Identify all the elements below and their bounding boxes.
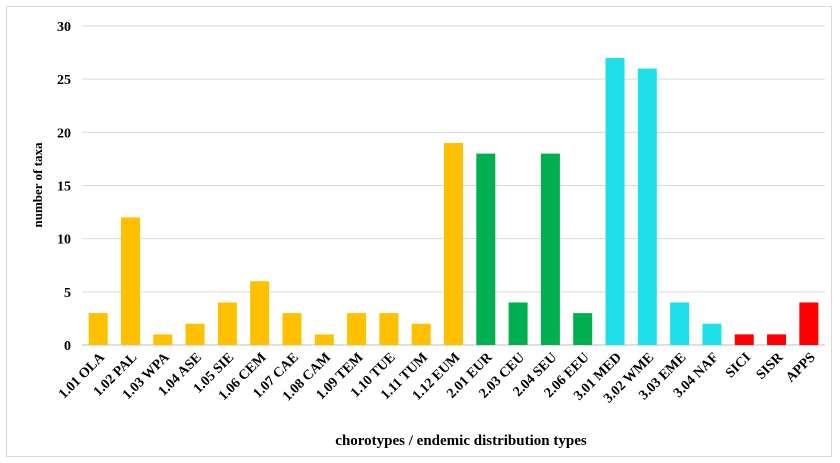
bars: [88, 57, 819, 346]
x-tick-label: SICI: [723, 350, 754, 381]
chart-frame: [6, 6, 832, 457]
gridlines: [82, 25, 825, 346]
bar: [734, 334, 754, 345]
x-tick-label: APPS: [783, 350, 819, 386]
bar: [605, 57, 625, 346]
bar: [637, 68, 657, 346]
bar: [250, 281, 270, 345]
bar: [767, 334, 787, 345]
bar: [573, 313, 593, 345]
bar: [702, 323, 722, 345]
bar: [347, 313, 367, 345]
bar: [379, 313, 399, 345]
x-axis-label: chorotypes / endemic distribution types: [335, 433, 587, 449]
bar: [185, 323, 205, 345]
bar: [314, 334, 334, 345]
bar: [88, 313, 108, 345]
bar: [217, 302, 237, 345]
bar: [411, 323, 431, 345]
y-tick-label: 15: [57, 180, 71, 195]
y-tick-label: 25: [57, 73, 71, 88]
bar: [153, 334, 173, 345]
y-tick-label: 20: [57, 126, 71, 141]
x-tick-label: SISR: [754, 350, 787, 383]
y-tick-labels: 0 5 10 15 20 25 30: [57, 20, 71, 354]
y-tick-label: 30: [57, 20, 71, 35]
bar: [476, 153, 496, 345]
bar: [508, 302, 528, 345]
y-axis-label: number of taxa: [30, 142, 45, 227]
bar: [282, 313, 302, 345]
bar: [540, 153, 560, 345]
bar: [444, 142, 463, 345]
bar: [120, 217, 140, 345]
y-tick-label: 5: [64, 286, 71, 301]
bar: [799, 302, 819, 345]
y-tick-label: 0: [64, 339, 71, 354]
bar: [670, 302, 690, 345]
y-tick-label: 10: [57, 233, 71, 248]
